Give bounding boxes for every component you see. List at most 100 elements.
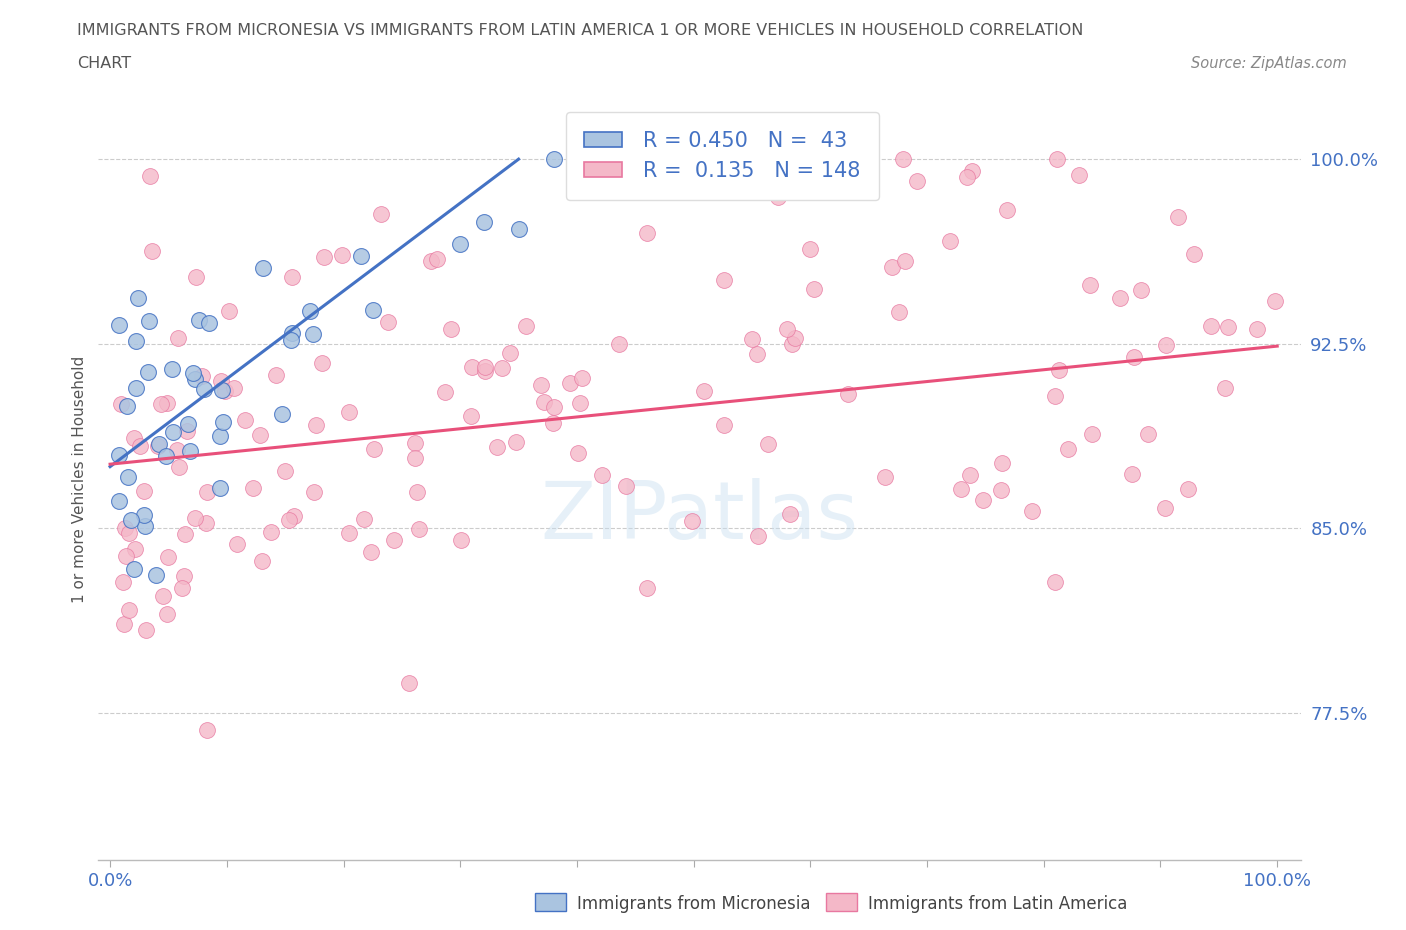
Point: [166, 330, 188, 345]
Point: [111, 575, 134, 590]
Point: [330, 248, 353, 263]
Point: [110, 396, 132, 411]
Point: [156, 396, 179, 411]
Point: [136, 365, 159, 379]
Point: [184, 372, 207, 387]
Point: [177, 417, 200, 432]
Point: [118, 603, 141, 618]
Point: [115, 398, 138, 413]
Point: [211, 382, 233, 397]
Point: [135, 622, 157, 637]
Point: [408, 522, 430, 537]
Point: [589, 152, 612, 166]
Point: [398, 676, 420, 691]
Point: [281, 270, 304, 285]
Point: [311, 355, 333, 370]
Point: [149, 397, 172, 412]
Point: [264, 367, 287, 382]
Y-axis label: 1 or more Vehicles in Household: 1 or more Vehicles in Household: [72, 355, 87, 603]
Point: [1218, 319, 1240, 334]
Point: [117, 470, 139, 485]
Point: [905, 173, 928, 188]
Point: [363, 302, 385, 317]
Point: [134, 519, 156, 534]
Point: [370, 206, 392, 221]
Point: [505, 434, 527, 449]
Point: [302, 485, 325, 499]
Point: [132, 508, 155, 523]
Point: [194, 516, 217, 531]
Point: [693, 383, 716, 398]
Point: [141, 244, 163, 259]
Point: [406, 485, 429, 499]
Point: [491, 361, 513, 376]
Point: [782, 337, 804, 352]
Point: [1078, 277, 1101, 292]
Point: [283, 509, 305, 524]
Point: [419, 254, 441, 269]
Point: [783, 330, 806, 345]
Point: [461, 359, 484, 374]
Point: [226, 537, 249, 551]
Point: [121, 512, 143, 527]
Point: [337, 525, 360, 540]
Point: [166, 443, 188, 458]
Point: [127, 291, 149, 306]
Point: [508, 221, 530, 236]
Text: IMMIGRANTS FROM MICRONESIA VS IMMIGRANTS FROM LATIN AMERICA 1 OR MORE VEHICLES I: IMMIGRANTS FROM MICRONESIA VS IMMIGRANTS…: [77, 23, 1084, 38]
Point: [277, 512, 299, 527]
Point: [636, 580, 658, 595]
Point: [176, 423, 198, 438]
Point: [218, 304, 240, 319]
Text: CHART: CHART: [77, 56, 131, 71]
Point: [1201, 318, 1223, 333]
Point: [486, 440, 509, 455]
Point: [125, 334, 148, 349]
Point: [1121, 467, 1143, 482]
Point: [541, 416, 564, 431]
Point: [803, 281, 825, 296]
Point: [939, 233, 962, 248]
Point: [222, 380, 245, 395]
Point: [571, 371, 593, 386]
Point: [209, 428, 232, 443]
Point: [155, 606, 177, 621]
Point: [124, 431, 146, 445]
Point: [591, 468, 613, 483]
Point: [353, 512, 375, 526]
Point: [499, 346, 522, 361]
Point: [155, 448, 177, 463]
Point: [713, 272, 735, 287]
Point: [249, 428, 271, 443]
Point: [1213, 381, 1236, 396]
Point: [195, 485, 218, 499]
Point: [122, 562, 145, 577]
Point: [305, 418, 328, 432]
Point: [1067, 168, 1090, 183]
Text: Source: ZipAtlas.com: Source: ZipAtlas.com: [1191, 56, 1347, 71]
Point: [543, 400, 565, 415]
Point: [350, 248, 373, 263]
Point: [299, 303, 322, 318]
Point: [893, 253, 915, 268]
Point: [170, 580, 193, 595]
Point: [114, 549, 136, 564]
Point: [139, 168, 162, 183]
Point: [382, 532, 405, 547]
Point: [747, 347, 769, 362]
Point: [377, 315, 399, 330]
Point: [209, 374, 232, 389]
Point: [252, 553, 274, 568]
Point: [128, 438, 150, 453]
Point: [195, 723, 218, 737]
Point: [741, 331, 763, 346]
Point: [1109, 291, 1132, 306]
Point: [339, 405, 361, 419]
Point: [183, 366, 205, 381]
Point: [363, 442, 385, 457]
Point: [962, 164, 984, 179]
Point: [173, 527, 195, 542]
Point: [880, 259, 903, 274]
Point: [162, 424, 184, 439]
Point: [747, 528, 769, 543]
